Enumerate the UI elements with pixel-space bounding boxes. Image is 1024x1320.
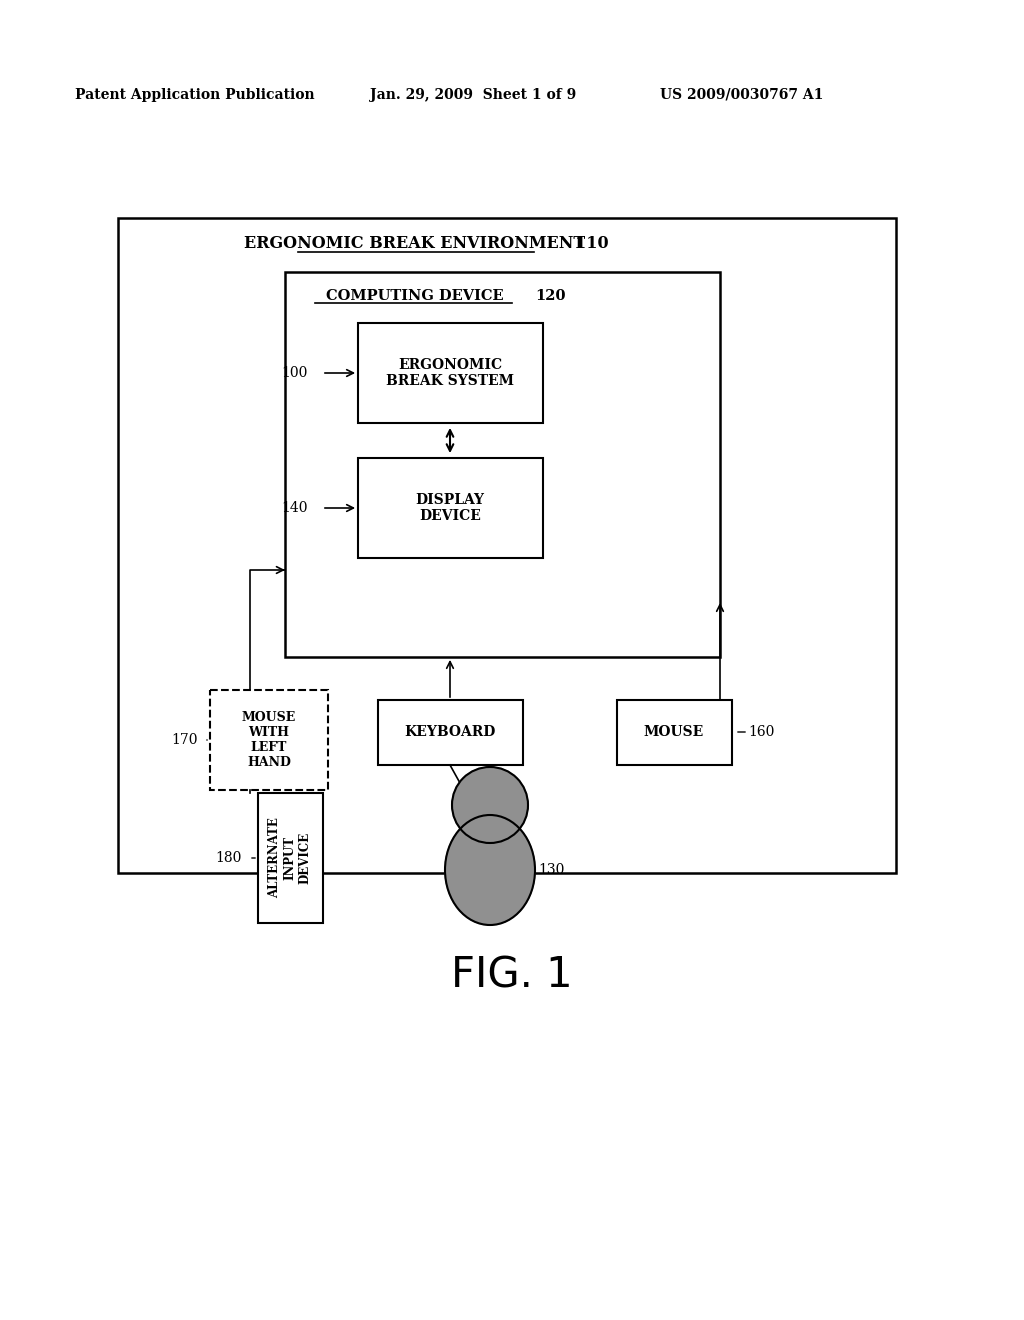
Bar xyxy=(285,272,720,657)
Text: 180: 180 xyxy=(216,851,242,865)
Text: 130: 130 xyxy=(538,863,564,876)
Ellipse shape xyxy=(445,814,535,925)
Text: KEYBOARD: KEYBOARD xyxy=(404,725,496,739)
Text: ERGONOMIC
BREAK SYSTEM: ERGONOMIC BREAK SYSTEM xyxy=(386,358,514,388)
Text: 170: 170 xyxy=(171,733,198,747)
Text: FIG. 1: FIG. 1 xyxy=(452,954,572,997)
Text: 110: 110 xyxy=(575,235,608,252)
Text: 160: 160 xyxy=(748,725,774,739)
Text: 100: 100 xyxy=(282,366,308,380)
Text: 140: 140 xyxy=(282,502,308,515)
Text: ERGONOMIC BREAK ENVIRONMENT: ERGONOMIC BREAK ENVIRONMENT xyxy=(245,235,586,252)
Bar xyxy=(378,700,523,766)
Bar xyxy=(118,218,896,873)
Bar xyxy=(210,690,328,789)
Text: 120: 120 xyxy=(535,289,565,304)
Text: MOUSE: MOUSE xyxy=(644,725,705,739)
Text: Patent Application Publication: Patent Application Publication xyxy=(75,88,314,102)
Text: DISPLAY
DEVICE: DISPLAY DEVICE xyxy=(416,492,484,523)
Bar xyxy=(617,700,732,766)
Bar xyxy=(258,793,323,923)
Bar xyxy=(358,323,543,422)
Text: ALTERNATE
INPUT
DEVICE: ALTERNATE INPUT DEVICE xyxy=(268,817,311,899)
Text: COMPUTING DEVICE: COMPUTING DEVICE xyxy=(327,289,504,304)
Bar xyxy=(358,458,543,558)
Text: US 2009/0030767 A1: US 2009/0030767 A1 xyxy=(660,88,823,102)
Text: Jan. 29, 2009  Sheet 1 of 9: Jan. 29, 2009 Sheet 1 of 9 xyxy=(370,88,577,102)
Text: MOUSE
WITH
LEFT
HAND: MOUSE WITH LEFT HAND xyxy=(242,711,296,770)
Text: 150: 150 xyxy=(462,787,488,801)
Circle shape xyxy=(452,767,528,843)
